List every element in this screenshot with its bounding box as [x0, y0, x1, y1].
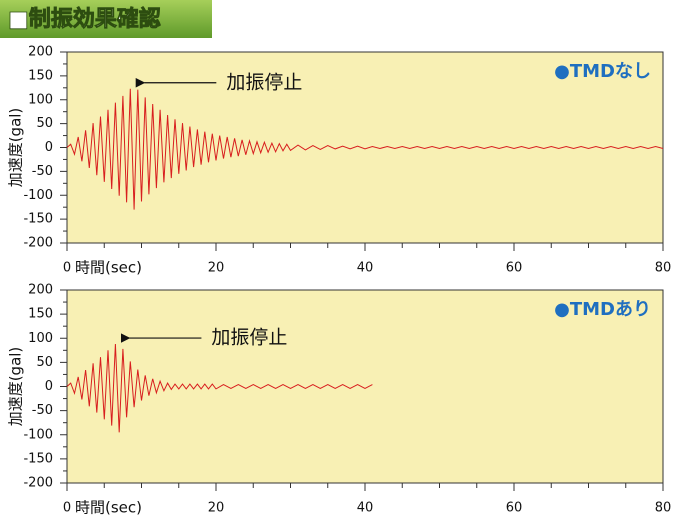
x-tick-label: 40 [357, 261, 374, 276]
x-tick-label: 80 [655, 501, 672, 516]
y-tick-label: -50 [32, 164, 53, 179]
x-tick-label: 0 [63, 501, 71, 516]
y-tick-label: 200 [28, 45, 53, 60]
y-tick-label: -50 [32, 403, 53, 418]
x-axis-label: 時間(sec) [75, 499, 142, 517]
y-axis-label: 加速度(gal) [7, 347, 25, 427]
x-tick-label: 20 [208, 261, 225, 276]
x-tick-label: 80 [655, 261, 672, 276]
y-tick-label: -100 [23, 427, 53, 442]
y-tick-label: -200 [23, 236, 53, 251]
y-tick-label: 200 [28, 283, 53, 298]
x-tick-label: 40 [357, 501, 374, 516]
y-tick-label: 100 [28, 331, 53, 346]
y-tick-label: -150 [23, 212, 53, 227]
legend-label: ●TMDなし [554, 61, 651, 82]
y-tick-label: -100 [23, 188, 53, 203]
y-tick-label: 100 [28, 92, 53, 107]
signal-line [66, 343, 373, 433]
y-tick-label: 150 [28, 68, 53, 83]
x-axis-label: 時間(sec) [75, 259, 142, 277]
x-tick-label: 60 [506, 261, 523, 276]
y-tick-label: -150 [23, 451, 53, 466]
y-tick-label: -200 [23, 476, 53, 491]
y-axis-label: 加速度(gal) [7, 108, 25, 188]
annotation: 加振停止 [226, 71, 302, 93]
x-tick-label: 20 [208, 501, 225, 516]
y-tick-label: 50 [36, 116, 53, 131]
annotation: 加振停止 [211, 327, 287, 349]
x-tick-label: 0 [63, 261, 71, 276]
y-tick-label: 150 [28, 307, 53, 322]
title-banner [0, 0, 212, 38]
legend-label: ●TMDあり [554, 299, 651, 320]
y-tick-label: 50 [36, 355, 53, 370]
x-tick-label: 60 [506, 501, 523, 516]
y-tick-label: 0 [45, 379, 53, 394]
y-tick-label: 0 [45, 140, 53, 155]
signal-line [66, 88, 664, 210]
title: ■制振効果確認 [8, 6, 161, 32]
